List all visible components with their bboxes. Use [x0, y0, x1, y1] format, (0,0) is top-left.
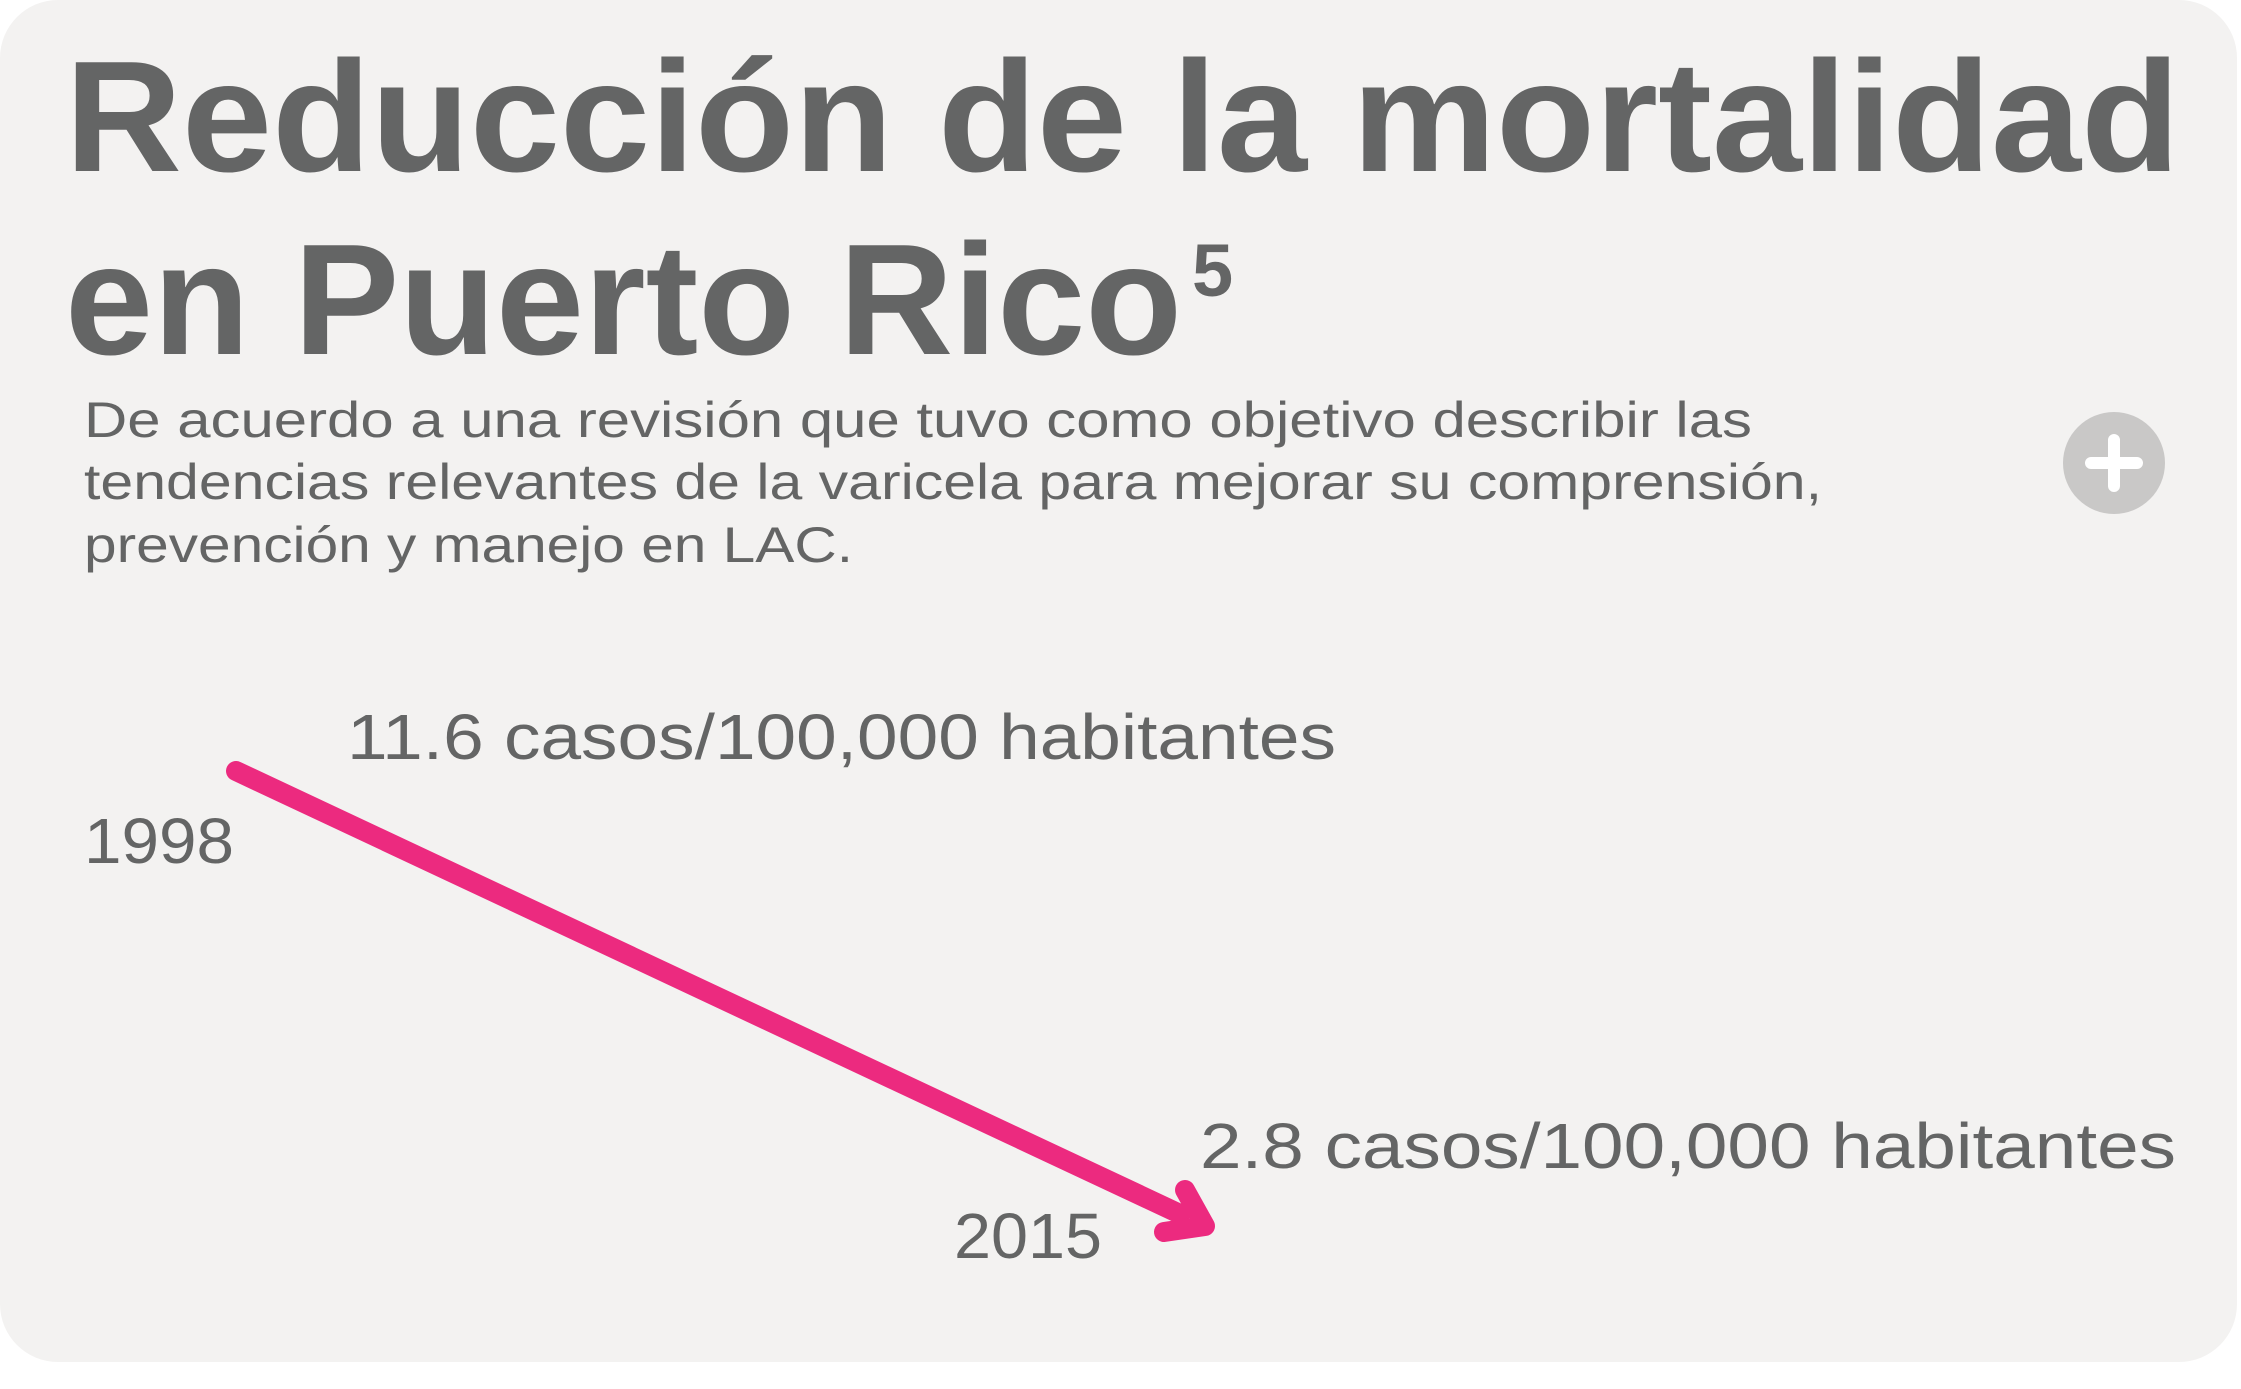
plus-icon[interactable]	[2085, 434, 2143, 492]
start-year: 1998	[84, 805, 234, 877]
title-line: en Puerto Rico	[65, 212, 1182, 388]
superscript: 5	[1192, 229, 1233, 312]
description-line: tendencias relevantes de la varicela par…	[84, 454, 1822, 510]
description-line: De acuerdo a una revisión que tuvo como …	[84, 392, 1752, 448]
end-value: 2.8 casos/100,000 habitantes	[1200, 1110, 2176, 1182]
card	[0, 0, 2237, 1362]
description-line: prevención y manejo en LAC.	[84, 517, 853, 573]
title-line: Reducción de la mortalidad	[65, 29, 2180, 205]
end-year: 2015	[954, 1200, 1102, 1272]
expand-button[interactable]	[2063, 412, 2165, 514]
start-value: 11.6 casos/100,000 habitantes	[347, 701, 1336, 773]
trend-arrow	[226, 761, 1215, 1242]
arrow-head	[1154, 1180, 1215, 1242]
arrow-shaft	[226, 761, 1190, 1224]
